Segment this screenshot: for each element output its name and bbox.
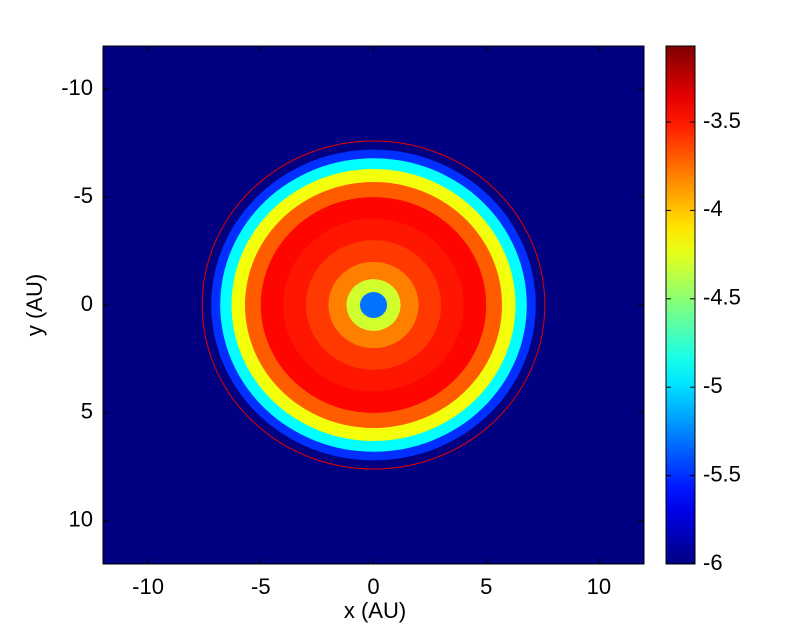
- y-tick-label: 5: [81, 399, 93, 424]
- x-tick-label: 10: [587, 574, 611, 599]
- y-axis-label: y (AU): [22, 274, 47, 336]
- y-tick-label: 10: [69, 507, 93, 532]
- x-axis-label: x (AU): [344, 598, 406, 623]
- colorbar-tick-label: -6: [703, 550, 723, 575]
- x-tick-label: 0: [367, 574, 379, 599]
- density-ring: [359, 292, 388, 318]
- colorbar-tick-label: -4.5: [703, 285, 741, 310]
- colorbar: [665, 45, 696, 565]
- colorbar-tick-label: -3.5: [703, 108, 741, 133]
- y-tick-label: -5: [73, 183, 93, 208]
- y-tick-label: 0: [81, 291, 93, 316]
- y-tick-label: -10: [61, 75, 93, 100]
- colorbar-tick-label: -5.5: [703, 461, 741, 486]
- colorbar-tick-label: -4: [703, 196, 723, 221]
- colorbar-tick-label: -5: [703, 373, 723, 398]
- x-tick-label: 5: [480, 574, 492, 599]
- x-tick-label: -10: [132, 574, 164, 599]
- x-tick-label: -5: [251, 574, 271, 599]
